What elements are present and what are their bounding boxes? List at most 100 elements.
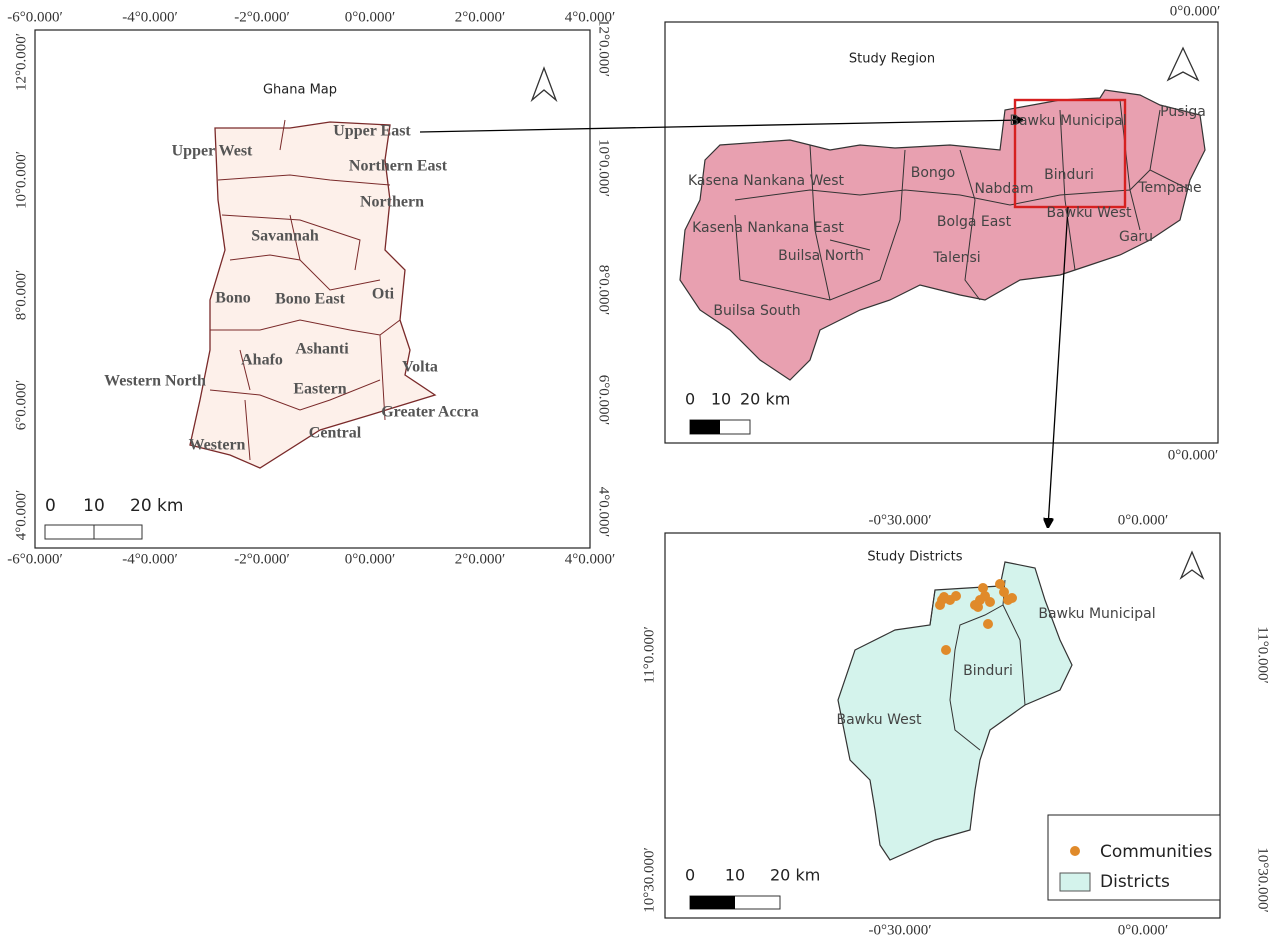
map-title: Study Districts [867, 550, 962, 565]
region-label: Eastern [293, 381, 346, 398]
lat-tick: 11°0.000′ [1255, 626, 1271, 683]
scale-label: 0 [685, 390, 695, 409]
ghana-boundaries [209, 119, 401, 461]
lat-tick: 12°0.000′ [596, 19, 612, 77]
study-region-boundaries [734, 99, 1191, 301]
ghana-frame [34, 29, 591, 549]
scale-bar-fill [690, 896, 735, 909]
lon-tick: 4°0.000′ [565, 9, 616, 25]
lat-tick: 10°30.000′ [641, 847, 657, 913]
lat-tick: 12°0.000′ [13, 33, 29, 91]
region-label: Northern East [349, 158, 448, 175]
district-label: Garu [1119, 229, 1153, 245]
map-title: Study Region [849, 52, 935, 67]
districts-boundaries [929, 579, 1026, 751]
lon-tick: 0°0.000′ [1168, 447, 1219, 463]
region-label: Volta [402, 359, 438, 376]
region-label: Oti [372, 286, 395, 303]
district-label: Bawku Municipal [1038, 606, 1155, 622]
scale-label: 20 km [740, 390, 790, 409]
ghana-outline [189, 121, 437, 469]
community-point [999, 587, 1009, 597]
scale-label: 10 [83, 496, 105, 516]
lat-tick: 10°0.000′ [596, 139, 612, 197]
districts-frame [664, 532, 1221, 919]
lon-tick: 0°0.000′ [345, 551, 396, 567]
community-point [937, 595, 947, 605]
north-arrow [530, 66, 558, 103]
district-label: Kasena Nankana West [688, 173, 845, 189]
legend-label: Districts [1100, 872, 1170, 892]
lon-tick: -0°30.000′ [868, 922, 931, 938]
district-label: Bongo [911, 165, 956, 181]
scale-label: 0 [45, 496, 56, 516]
north-arrow [1179, 550, 1205, 580]
lon-tick: 0°0.000′ [1118, 512, 1169, 528]
arrow [1048, 206, 1069, 527]
north-arrow [1166, 46, 1200, 82]
district-label: Nabdam [974, 181, 1033, 197]
region-label: Western [189, 437, 246, 454]
legend-label: Communities [1100, 842, 1213, 862]
lon-tick: -2°0.000′ [234, 551, 290, 567]
region-label: Western North [104, 373, 206, 390]
community-point [951, 591, 961, 601]
community-point [973, 602, 983, 612]
community-point [983, 619, 993, 629]
lat-tick: 10°0.000′ [13, 151, 29, 209]
legend-dot [1070, 846, 1080, 856]
lat-tick: 10°30.000′ [1255, 847, 1271, 913]
scale-label: 20 km [770, 866, 820, 885]
scale-label: 10 [711, 390, 731, 409]
lat-tick: 4°0.000′ [13, 490, 29, 541]
scale-label: 0 [685, 866, 695, 885]
lon-tick: -6°0.000′ [7, 551, 63, 567]
community-point [985, 597, 995, 607]
lon-tick: -4°0.000′ [122, 9, 178, 25]
region-label: Central [309, 425, 362, 442]
community-point [995, 579, 1005, 589]
lat-tick: 8°0.000′ [596, 265, 612, 316]
scale-label: 20 km [130, 496, 183, 516]
region-label: Bono East [275, 291, 345, 308]
region-label: Bono [215, 290, 251, 307]
district-label: Bawku Municipal [1009, 113, 1126, 129]
district-label: Talensi [932, 250, 980, 266]
region-label: Savannah [251, 228, 319, 245]
community-points [935, 579, 1017, 655]
lon-tick: -6°0.000′ [7, 9, 63, 25]
region-frame [664, 21, 1219, 444]
scale-label: 10 [725, 866, 745, 885]
district-label: Bawku West [1046, 205, 1132, 221]
district-label: Builsa North [778, 248, 864, 264]
lon-tick: 2°0.000′ [455, 551, 506, 567]
district-label: Tempane [1137, 180, 1201, 196]
region-label: Ashanti [295, 341, 349, 358]
region-label: Upper West [172, 143, 253, 160]
district-label: Kasena Nankana East [692, 220, 844, 236]
legend-swatch [1059, 872, 1091, 892]
district-label: Bolga East [937, 214, 1012, 230]
district-label: Bawku West [836, 712, 922, 728]
lat-tick: 8°0.000′ [13, 270, 29, 321]
map-title: Ghana Map [263, 83, 337, 98]
districts-shape [837, 561, 1073, 861]
district-label: Builsa South [713, 303, 800, 319]
community-point [1007, 593, 1017, 603]
region-label: Upper East [333, 123, 411, 140]
community-point [941, 645, 951, 655]
lon-tick: -2°0.000′ [234, 9, 290, 25]
lon-tick: 2°0.000′ [455, 9, 506, 25]
lon-tick: 4°0.000′ [565, 551, 616, 567]
lon-tick: 0°0.000′ [1118, 922, 1169, 938]
region-label: Northern [360, 194, 424, 211]
community-point [978, 583, 988, 593]
district-label: Binduri [1044, 167, 1094, 183]
lon-tick: 0°0.000′ [1170, 3, 1221, 19]
district-label: Binduri [963, 663, 1013, 679]
lat-tick: 4°0.000′ [596, 487, 612, 538]
lon-tick: -4°0.000′ [122, 551, 178, 567]
lat-tick: 6°0.000′ [596, 375, 612, 426]
lat-tick: 11°0.000′ [641, 626, 657, 683]
